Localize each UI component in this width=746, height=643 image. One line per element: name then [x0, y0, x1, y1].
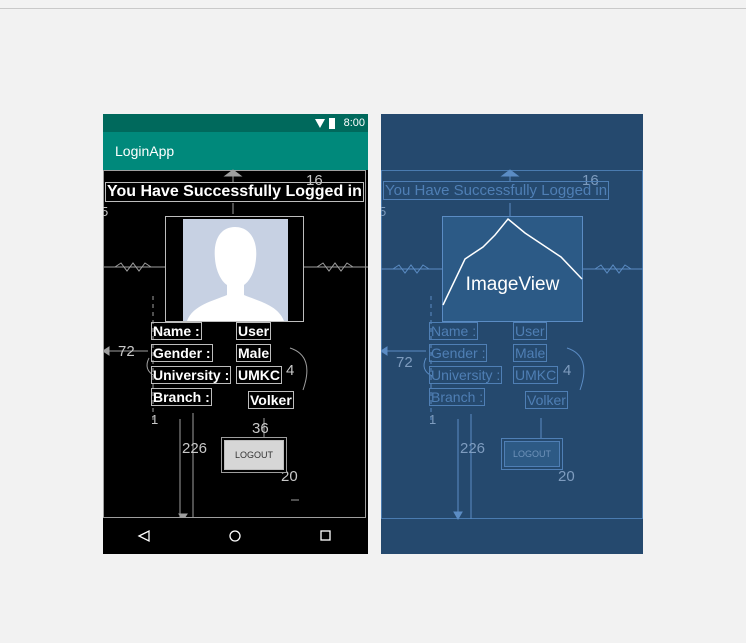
home-icon[interactable] [229, 530, 241, 542]
label-right-number: 4 [286, 362, 295, 379]
bp-button-left-number: 226 [460, 440, 486, 457]
bp-button-bottom-number: 20 [558, 468, 575, 485]
bp-name-value: User [513, 322, 547, 340]
recents-icon[interactable] [320, 530, 331, 541]
profile-image-view[interactable] [165, 216, 304, 322]
bp-logout-button[interactable]: LOGOUT [501, 438, 563, 470]
success-heading[interactable]: You Have Successfully Logged in [105, 182, 364, 202]
blueprint-layout-bounds [381, 170, 643, 519]
bp-branch-value: Volker [525, 391, 568, 409]
constraint-layout[interactable]: 16 You Have Successfully Logged in 5 Nam… [103, 169, 368, 525]
status-bar: 8:00 [103, 114, 368, 132]
status-time: 8:00 [343, 117, 365, 129]
avatar [183, 219, 288, 321]
gender-value: Male [236, 344, 272, 362]
button-left-number: 226 [182, 440, 208, 457]
left-margin-number: 5 [103, 204, 109, 219]
bp-image-view[interactable]: ImageView [442, 216, 583, 322]
button-top-number: 36 [252, 420, 269, 437]
branch-margin-number: 1 [151, 412, 159, 427]
mountain-placeholder-icon [442, 217, 583, 306]
university-label: University : [151, 366, 232, 384]
blueprint-panel[interactable]: 16 You Have Successfully Logged in 5 Ima… [381, 114, 643, 554]
bp-gender-value: Male [513, 344, 548, 362]
app-title: LoginApp [115, 143, 175, 159]
design-preview-panel[interactable]: 8:00 LoginApp [103, 114, 368, 554]
bp-left-margin-number: 5 [381, 204, 387, 219]
branch-value: Volker [248, 391, 294, 409]
bp-university-value: UMKC [513, 366, 559, 384]
button-bottom-number: 20 [281, 468, 298, 485]
bp-branch-label: Branch : [429, 388, 486, 406]
gender-label: Gender : [151, 344, 213, 362]
wifi-battery-icon [315, 118, 335, 129]
app-bar: LoginApp [103, 132, 368, 170]
branch-label: Branch : [151, 388, 212, 406]
bp-branch-margin-number: 1 [429, 412, 437, 427]
label-left-number: 72 [118, 343, 135, 360]
back-icon[interactable] [137, 529, 150, 543]
navigation-bar [103, 518, 368, 554]
top-divider [0, 8, 746, 9]
university-value: UMKC [236, 366, 282, 384]
top-margin-number: 16 [306, 172, 323, 189]
person-silhouette-icon [187, 227, 284, 321]
bp-top-margin-number: 16 [582, 172, 599, 189]
name-value: User [236, 322, 272, 340]
blueprint-constraint-lines [381, 169, 643, 521]
name-label: Name : [151, 322, 202, 340]
bp-university-label: University : [429, 366, 503, 384]
image-view-label: ImageView [465, 274, 560, 295]
bp-name-label: Name : [429, 322, 479, 340]
bp-success-heading[interactable]: You Have Successfully Logged in [383, 181, 610, 200]
logout-button[interactable]: LOGOUT [224, 440, 284, 470]
bp-label-right-number: 4 [563, 362, 572, 379]
bp-gender-label: Gender : [429, 344, 488, 362]
bp-label-left-number: 72 [396, 354, 413, 371]
